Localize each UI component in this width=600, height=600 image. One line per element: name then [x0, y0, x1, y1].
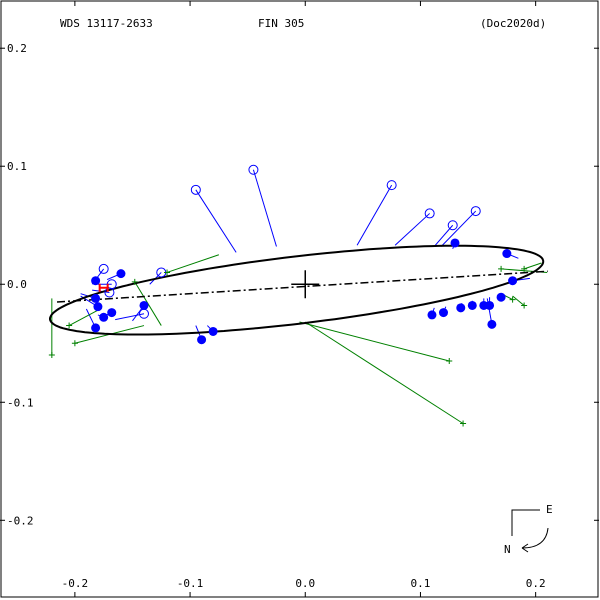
compass-arrowhead	[521, 543, 529, 553]
filled-point	[107, 308, 117, 318]
compass-north-arrow	[521, 527, 549, 549]
open-point	[190, 184, 201, 195]
open-point	[447, 220, 458, 231]
x-tick-label: -0.1	[177, 577, 204, 590]
x-tick-label: -0.2	[62, 577, 89, 590]
filled-point	[99, 312, 109, 322]
filled-point	[508, 276, 518, 286]
residual-line	[523, 262, 542, 270]
open-point	[248, 164, 259, 175]
filled-point	[93, 302, 103, 312]
x-tick-label: 0.1	[411, 577, 431, 590]
plus-point	[71, 340, 78, 347]
orbit-ellipse	[49, 244, 545, 336]
plus-point	[66, 322, 73, 329]
filled-point	[91, 293, 101, 303]
plus-point	[509, 296, 516, 303]
residual-line	[68, 309, 99, 326]
residual-line	[195, 189, 237, 253]
filled-point	[467, 300, 477, 310]
filled-point	[456, 303, 466, 313]
residual-line	[252, 169, 277, 247]
filled-point	[91, 323, 101, 333]
compass-east-label: E	[546, 503, 553, 516]
plus-point	[521, 265, 528, 272]
filled-point	[116, 269, 126, 279]
y-tick-label: -0.2	[7, 514, 34, 527]
filled-point	[502, 249, 512, 259]
residual-line	[394, 213, 431, 246]
compass-east-arrow	[511, 509, 540, 536]
residual-line	[299, 321, 450, 362]
data-points	[48, 164, 528, 427]
x-tick-label: 0.2	[526, 577, 546, 590]
residual-line	[512, 295, 525, 306]
open-point	[138, 308, 149, 319]
residual-line	[166, 254, 220, 273]
open-point	[470, 206, 481, 217]
plus-point	[521, 302, 528, 309]
filled-point	[91, 276, 101, 286]
filled-point	[496, 292, 506, 302]
residual-line	[304, 321, 464, 424]
plus-point	[446, 357, 453, 364]
filled-point	[487, 319, 497, 329]
open-point	[98, 263, 109, 274]
open-point	[424, 208, 435, 219]
plus-point	[460, 420, 467, 427]
filled-point	[139, 300, 149, 310]
plus-point	[48, 352, 55, 359]
orbit-group	[49, 244, 548, 336]
residual-line	[356, 184, 393, 246]
header-wds: WDS 13117-2633	[60, 17, 153, 30]
y-tick-label: 0.2	[7, 42, 27, 55]
plus-point	[131, 278, 138, 285]
y-tick-label: 0.1	[7, 160, 27, 173]
filled-point	[427, 310, 437, 320]
y-tick-label: -0.1	[7, 396, 34, 409]
plus-point	[164, 269, 171, 276]
filled-point	[450, 238, 460, 248]
plus-point	[498, 265, 505, 272]
line-of-nodes	[56, 270, 548, 303]
x-tick-label: 0.0	[295, 577, 315, 590]
filled-point	[208, 326, 218, 336]
filled-point	[197, 335, 207, 345]
compass-north-label: N	[504, 543, 511, 556]
y-tick-label: 0.0	[7, 278, 27, 291]
header-name: FIN 305	[258, 17, 304, 30]
filled-point	[485, 300, 495, 310]
header-reference: (Doc2020d)	[480, 17, 546, 30]
compass: E N	[504, 503, 553, 556]
filled-point	[438, 308, 448, 318]
highlight-marker	[98, 283, 109, 292]
residual-line	[440, 210, 477, 247]
open-point	[386, 180, 397, 191]
residual-line	[92, 289, 110, 294]
